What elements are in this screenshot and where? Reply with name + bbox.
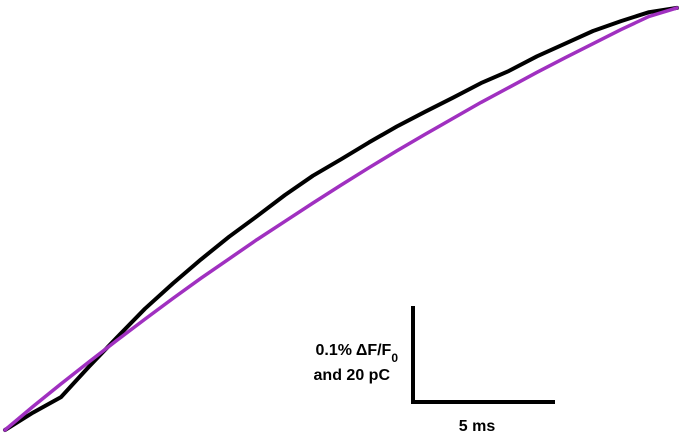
series-line-0 [3, 5, 679, 432]
scale-bar-x-label: 5 ms [459, 418, 496, 435]
series-layer [3, 5, 679, 432]
series-line-1 [3, 6, 679, 432]
scale-bar-y-label-main: 0.1% ΔF/F [316, 342, 392, 359]
scale-bar-y-label-line2: and 20 pC [314, 367, 391, 384]
scale-bar: 0.1% ΔF/F0 and 20 pC 5 ms [314, 306, 555, 435]
scale-bar-y-label-line1: 0.1% ΔF/F0 [316, 342, 399, 365]
scale-bar-y-label-subscript: 0 [391, 351, 398, 365]
